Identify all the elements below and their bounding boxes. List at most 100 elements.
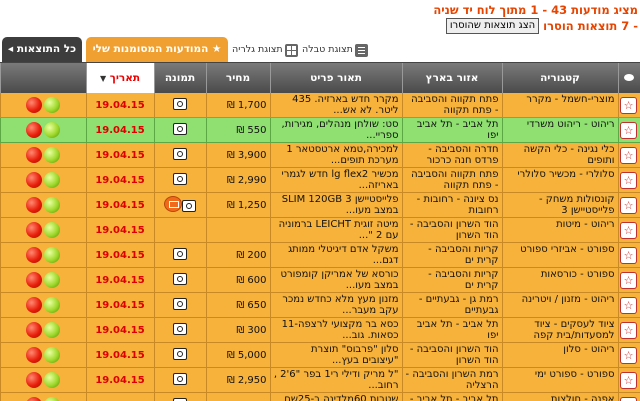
- red-status-icon[interactable]: [26, 322, 42, 338]
- favorite-cell[interactable]: ☆: [618, 243, 640, 268]
- red-status-icon[interactable]: [26, 97, 42, 113]
- camera-icon[interactable]: [173, 298, 187, 310]
- favorite-cell[interactable]: ☆: [618, 143, 640, 168]
- image-cell[interactable]: [154, 243, 206, 268]
- camera-icon[interactable]: [173, 323, 187, 335]
- favorite-cell[interactable]: ☆: [618, 293, 640, 318]
- image-cell[interactable]: [154, 143, 206, 168]
- favorite-cell[interactable]: ☆: [618, 218, 640, 243]
- camera-icon[interactable]: [173, 348, 187, 360]
- favorite-cell[interactable]: ☆: [618, 268, 640, 293]
- star-icon[interactable]: ☆: [620, 172, 637, 189]
- favorite-cell[interactable]: ☆: [618, 343, 640, 368]
- camera-icon[interactable]: [182, 200, 196, 212]
- red-status-icon[interactable]: [26, 397, 42, 401]
- image-cell[interactable]: [154, 218, 206, 243]
- green-status-icon[interactable]: [44, 172, 60, 188]
- favorite-cell[interactable]: ☆: [618, 93, 640, 118]
- green-status-icon[interactable]: [44, 272, 60, 288]
- tab-marked-ads[interactable]: ★ המודעות המסומנות שלי: [86, 37, 228, 62]
- image-cell[interactable]: [154, 118, 206, 143]
- green-status-icon[interactable]: [44, 397, 60, 401]
- description-cell[interactable]: למכירה,טמא ארטסטאר 1 מערכת תופים...: [270, 143, 402, 168]
- camera-icon[interactable]: [173, 248, 187, 260]
- star-icon[interactable]: ☆: [620, 347, 637, 364]
- green-status-icon[interactable]: [44, 97, 60, 113]
- red-status-icon[interactable]: [26, 272, 42, 288]
- star-icon[interactable]: ☆: [620, 397, 637, 401]
- camera-icon[interactable]: [173, 398, 187, 401]
- star-icon[interactable]: ☆: [620, 322, 637, 339]
- red-status-icon[interactable]: [26, 297, 42, 313]
- green-status-icon[interactable]: [44, 122, 60, 138]
- red-status-icon[interactable]: [26, 147, 42, 163]
- description-cell[interactable]: כסא בר מקצועי לרצפה-11 כסאות. גוב...: [270, 318, 402, 343]
- red-status-icon[interactable]: [26, 247, 42, 263]
- favorite-cell[interactable]: ☆: [618, 318, 640, 343]
- image-cell[interactable]: [154, 368, 206, 393]
- image-cell[interactable]: [154, 168, 206, 193]
- description-cell[interactable]: "ל מריק ודילי רי1 בפר "6'2 , רחוב...: [270, 368, 402, 393]
- star-icon[interactable]: ☆: [620, 297, 637, 314]
- region-column-header[interactable]: אזור בארץ: [402, 63, 502, 93]
- star-icon[interactable]: ☆: [620, 122, 637, 139]
- description-cell[interactable]: פלייסטיישן SLIM 120GB 3 במצב מעו...: [270, 193, 402, 218]
- table-view-option[interactable]: תצוגת טבלה: [302, 41, 368, 59]
- star-icon[interactable]: ☆: [620, 222, 637, 239]
- description-cell[interactable]: סט: שולחן מנהלים, מגירות, ספריי...: [270, 118, 402, 143]
- star-icon[interactable]: ☆: [620, 272, 637, 289]
- green-status-icon[interactable]: [44, 222, 60, 238]
- red-status-icon[interactable]: [26, 347, 42, 363]
- camera-icon[interactable]: [173, 148, 187, 160]
- tab-all-results[interactable]: כל התוצאות ◂: [2, 37, 82, 62]
- star-icon[interactable]: ☆: [620, 97, 637, 114]
- star-icon[interactable]: ☆: [620, 147, 637, 164]
- price-column-header[interactable]: מחיר: [206, 63, 270, 93]
- description-column-header[interactable]: תאור פריט: [270, 63, 402, 93]
- camera-icon[interactable]: [173, 373, 187, 385]
- image-cell[interactable]: [154, 318, 206, 343]
- camera-icon[interactable]: [173, 273, 187, 285]
- green-status-icon[interactable]: [44, 147, 60, 163]
- red-status-icon[interactable]: [26, 197, 42, 213]
- green-status-icon[interactable]: [44, 197, 60, 213]
- category-column-header[interactable]: קטגוריה: [502, 63, 618, 93]
- image-cell[interactable]: [154, 293, 206, 318]
- description-cell[interactable]: מקרר חדש בארזיה. 435 ליטר. לא אש...: [270, 93, 402, 118]
- red-status-icon[interactable]: [26, 172, 42, 188]
- favorite-cell[interactable]: ☆: [618, 193, 640, 218]
- image-cell[interactable]: [154, 93, 206, 118]
- star-icon[interactable]: ☆: [620, 247, 637, 264]
- favorite-cell[interactable]: ☆: [618, 168, 640, 193]
- show-removed-button[interactable]: הצג תוצאות שהוסרו: [446, 18, 539, 34]
- green-status-icon[interactable]: [44, 372, 60, 388]
- gallery-view-option[interactable]: תצוגת גלריה: [232, 41, 298, 59]
- favorite-cell[interactable]: ☆: [618, 118, 640, 143]
- green-status-icon[interactable]: [44, 297, 60, 313]
- green-status-icon[interactable]: [44, 322, 60, 338]
- date-column-header[interactable]: תאריך ▼: [86, 63, 154, 93]
- favorite-cell[interactable]: ☆: [618, 368, 640, 393]
- red-status-icon[interactable]: [26, 222, 42, 238]
- description-cell[interactable]: מזנון מעץ מלא כחדש נמכר עקב מעבר...: [270, 293, 402, 318]
- image-cell[interactable]: [154, 343, 206, 368]
- description-cell[interactable]: מיטה זוגית LEICHT ברמוניה עם 2 "...: [270, 218, 402, 243]
- description-cell[interactable]: סלון "פרבוס" תוצרת "עיצובים בעץ...: [270, 343, 402, 368]
- description-cell[interactable]: משקל אדם דיגיטלי ממותג דגם...: [270, 243, 402, 268]
- description-cell[interactable]: כורסא של אמריקן קומפורט במצב מעו...: [270, 268, 402, 293]
- card-badge-icon[interactable]: [164, 196, 182, 212]
- camera-icon[interactable]: [173, 123, 187, 135]
- red-status-icon[interactable]: [26, 122, 42, 138]
- image-column-header[interactable]: תמונה: [154, 63, 206, 93]
